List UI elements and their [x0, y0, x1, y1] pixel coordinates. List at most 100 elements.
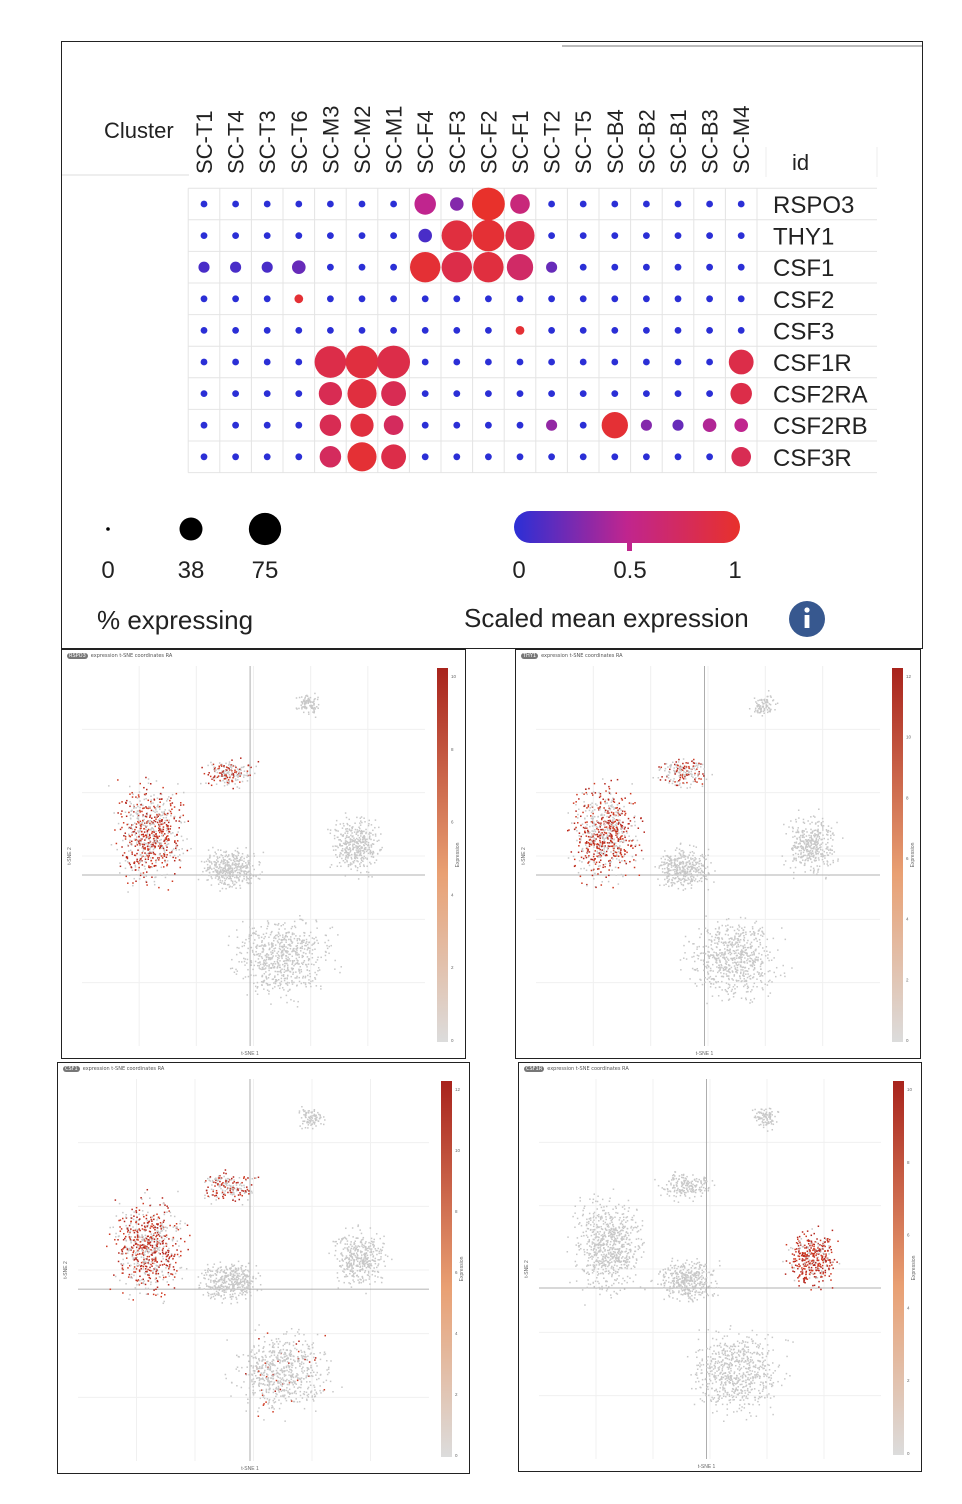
- colorbar-tick: 4: [451, 892, 454, 897]
- column-label: SC-B1: [666, 109, 691, 174]
- colorbar-tick: 6: [907, 1233, 910, 1238]
- dot: [579, 358, 587, 366]
- dot: [706, 295, 713, 303]
- dot: [263, 390, 271, 397]
- dot: [390, 295, 397, 303]
- colorbar-tick: 8: [451, 747, 454, 752]
- tsne-header-text: expression t-SNE coordinates RA: [90, 653, 173, 659]
- column-label: SC-F3: [445, 110, 470, 174]
- dot: [579, 295, 587, 303]
- dot: [473, 251, 504, 283]
- colorbar-tick: 6: [455, 1270, 458, 1275]
- dot: [579, 421, 587, 429]
- dot: [737, 263, 745, 271]
- dot: [327, 200, 334, 208]
- dot: [453, 421, 461, 429]
- column-label: SC-F4: [413, 110, 438, 174]
- dot: [198, 261, 210, 273]
- cell-points: [566, 690, 844, 1005]
- gene-row-label: CSF3: [773, 318, 834, 345]
- dot: [232, 295, 240, 303]
- dot: [548, 200, 555, 208]
- dot: [674, 453, 682, 461]
- colorbar-tick: 8: [455, 1209, 458, 1214]
- dot: [318, 381, 343, 406]
- dot: [345, 345, 379, 379]
- colorbar-label: Expression: [911, 1255, 917, 1280]
- gene-row-label: CSF1R: [773, 350, 852, 377]
- dot: [358, 200, 366, 208]
- colorbar-label: Expression: [455, 842, 461, 867]
- colorbar-tick: 0: [451, 1038, 454, 1043]
- tsne-header: CSF1R expression t-SNE coordinates RA: [524, 1066, 629, 1072]
- cell-points: [106, 1105, 393, 1422]
- size-legend-value: 38: [178, 557, 205, 584]
- dot: [548, 327, 555, 334]
- dot: [295, 327, 303, 334]
- colorbar-tick: 2: [451, 965, 454, 970]
- info-icon[interactable]: [789, 601, 825, 637]
- dot: [731, 446, 752, 467]
- dot: [706, 327, 713, 334]
- dot: [409, 251, 441, 283]
- dot: [548, 453, 555, 461]
- dot: [611, 200, 619, 208]
- tsne-header-text: expression t-SNE coordinates RA: [541, 653, 623, 659]
- dot: [611, 358, 619, 366]
- dot: [485, 358, 492, 366]
- dot: [295, 200, 303, 208]
- color-legend-bar: [514, 511, 740, 543]
- dot: [390, 327, 397, 334]
- dot: [706, 453, 713, 461]
- colorbar: [893, 1081, 904, 1455]
- dot: [347, 379, 377, 409]
- colorbar-tick: 2: [907, 1378, 910, 1383]
- colorbar-tick: 6: [906, 856, 909, 861]
- size-legend-value: 0: [101, 557, 114, 584]
- dot: [548, 232, 555, 240]
- dot: [674, 390, 682, 397]
- gene-row-label: CSF2: [773, 287, 834, 314]
- dot: [706, 263, 713, 271]
- dot: [381, 444, 407, 470]
- dot: [327, 232, 334, 240]
- dot: [611, 232, 619, 240]
- dot: [327, 327, 334, 334]
- dot: [200, 327, 208, 334]
- cell-points: [566, 1107, 841, 1423]
- y-axis-label: t-SNE 2: [63, 1261, 69, 1279]
- dot: [232, 358, 240, 366]
- dot: [611, 453, 619, 461]
- color-legend-tick: 0.5: [613, 557, 646, 584]
- dot: [611, 295, 619, 303]
- tsne-plot-rspo3: 0 2 4 6 8 10 Expression t-SNE 1 t-SNE 2: [67, 666, 461, 1057]
- colorbar-tick: 4: [455, 1331, 458, 1336]
- colorbar: [437, 668, 448, 1042]
- dot: [295, 421, 303, 429]
- dot: [734, 418, 748, 433]
- column-label: SC-T3: [255, 110, 280, 174]
- dot: [643, 327, 650, 334]
- column-label: SC-T4: [224, 110, 249, 174]
- dot: [200, 358, 208, 366]
- y-axis-label: t-SNE 2: [521, 847, 527, 865]
- colorbar-tick: 10: [455, 1148, 461, 1153]
- tsne-panel-thy1: THY1 expression t-SNE coordinates RA 0 2 4 6…: [515, 649, 921, 1059]
- tsne-header-text: expression t-SNE coordinates RA: [547, 1066, 629, 1072]
- x-axis-label: t-SNE 1: [696, 1051, 714, 1057]
- tsne-panel-csf1r: CSF1R expression t-SNE coordinates RA 0 2 4…: [518, 1062, 922, 1472]
- dot: [516, 421, 524, 429]
- colorbar-tick: 2: [455, 1392, 458, 1397]
- column-label: SC-M1: [382, 106, 407, 174]
- dot: [548, 390, 555, 397]
- column-label: SC-F1: [508, 110, 533, 174]
- tsne-plot-csf1r: 0 2 4 6 8 10 Expression t-SNE 1 t-SNE 2: [524, 1079, 917, 1470]
- dot: [441, 251, 473, 283]
- tsne-header: THY1 expression t-SNE coordinates RA: [521, 653, 623, 659]
- tsne-plot-thy1: 0 2 4 6 8 10 12 Expression t-SNE 1 t-SNE 2: [521, 666, 916, 1057]
- dot: [510, 194, 530, 214]
- dot: [516, 453, 524, 461]
- dot: [319, 446, 342, 468]
- dot: [579, 263, 587, 271]
- dotplot-svg: Cluster id SC-T1 SC-T4 SC-T3 SC-T6 SC-M3 SC-M2 S…: [62, 45, 922, 637]
